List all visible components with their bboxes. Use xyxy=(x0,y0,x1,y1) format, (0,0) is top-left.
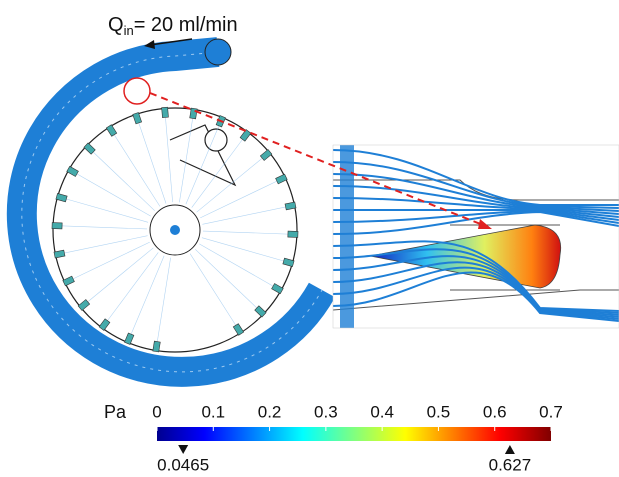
colorbar-tick-label: 0.3 xyxy=(314,402,338,421)
flow-text: = 20 ml/min xyxy=(134,14,238,36)
flow-streak xyxy=(137,118,166,203)
flow-streak xyxy=(73,171,151,216)
min-label: 0.0465 xyxy=(157,455,209,474)
flow-streak xyxy=(62,198,149,223)
blade xyxy=(52,223,62,229)
flow-label: Qin= 20 ml/min xyxy=(108,14,238,38)
flow-streak xyxy=(202,238,289,263)
blade xyxy=(56,193,67,202)
blade xyxy=(133,113,142,124)
flow-streak xyxy=(84,248,153,305)
blade xyxy=(283,258,294,267)
blade xyxy=(190,108,197,119)
flow-streak xyxy=(59,236,147,254)
inlet-port xyxy=(205,39,231,65)
colorbar-tick-label: 0.4 xyxy=(370,402,394,421)
blade xyxy=(54,250,65,258)
colorbar-tick-label: 0.6 xyxy=(483,402,507,421)
colorbar-tick-label: 0.5 xyxy=(427,402,451,421)
blade xyxy=(260,150,272,161)
blade xyxy=(78,300,90,311)
min-marker xyxy=(178,445,188,454)
blade xyxy=(276,174,288,184)
blade xyxy=(233,324,243,336)
blade xyxy=(288,231,298,237)
blade xyxy=(162,107,169,117)
blade xyxy=(106,125,116,137)
colorbar-tick-label: 0.7 xyxy=(539,402,563,421)
colorbar-tick-label: 0 xyxy=(152,402,161,421)
flow-streak xyxy=(199,244,277,289)
colorbar-unit: Pa xyxy=(104,402,127,422)
flow-symbol: Q xyxy=(108,14,124,36)
flow-streak xyxy=(195,249,260,311)
flow-streak xyxy=(90,149,155,211)
colorbar-tick-label: 0.2 xyxy=(258,402,282,421)
blade xyxy=(99,319,110,331)
flow-streak xyxy=(157,258,171,347)
flow-streak xyxy=(190,254,238,330)
flow-streak xyxy=(203,231,293,234)
blade xyxy=(285,202,296,210)
max-marker xyxy=(505,445,515,454)
hub-center xyxy=(170,225,180,235)
blade xyxy=(153,341,160,352)
blade xyxy=(63,276,75,286)
zoom-circle xyxy=(124,78,150,104)
flow-streak xyxy=(165,112,173,202)
flow-streak xyxy=(112,131,160,207)
device xyxy=(22,39,322,372)
colorbar xyxy=(157,427,551,441)
flow-streak xyxy=(202,206,290,224)
flow-streak xyxy=(69,242,150,281)
blade xyxy=(67,166,79,176)
flow-subscript: in xyxy=(124,23,134,38)
blade xyxy=(272,284,284,294)
blade xyxy=(124,333,133,345)
max-label: 0.627 xyxy=(489,455,532,474)
inset xyxy=(333,145,619,328)
inlet-channel xyxy=(22,52,322,372)
flow-streak xyxy=(200,179,281,218)
colorbar-tick-label: 0.1 xyxy=(201,402,225,421)
figure: Qin= 20 ml/min Pa 0 0.1 0.2 0.3 0.4 0.5 0.6 0.7… xyxy=(0,0,619,477)
flow-streak xyxy=(57,226,147,229)
